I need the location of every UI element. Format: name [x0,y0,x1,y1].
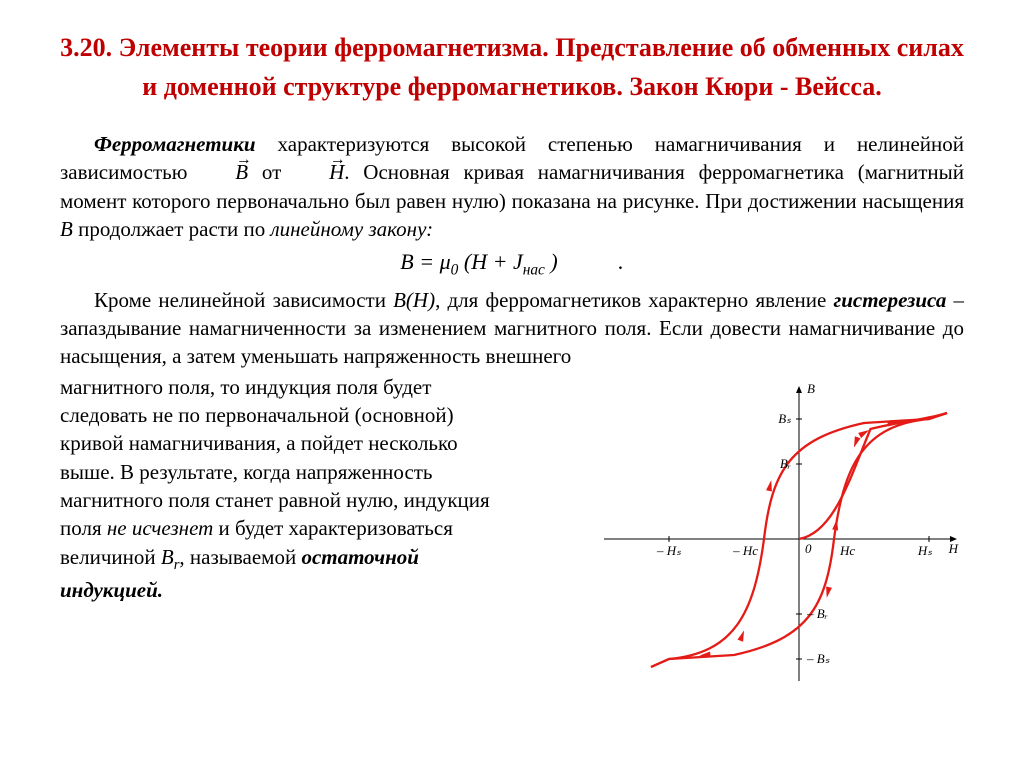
text: продолжает расти по [73,217,271,241]
paragraph-1: Ферромагнетики характеризуются высокой с… [60,130,964,243]
svg-text:B: B [807,381,815,396]
vector-B: B [201,158,248,186]
text: величиной [60,545,161,569]
svg-text:Hₛ: Hₛ [917,543,932,558]
var-Br: В [161,545,174,569]
svg-text:– Bᵣ: – Bᵣ [806,606,828,621]
not-disappear: не исчезнет [107,516,213,540]
section-title: 3.20. Элементы теории ферромагнетизма. П… [60,28,964,106]
var-BH: В(Н) [393,288,435,312]
svg-text:– Hc: – Hc [732,543,758,558]
formula: B = μ0 (H + Jнас ) . [60,247,964,281]
svg-text:Hc: Hc [839,543,855,558]
vector-H: H [295,158,344,186]
svg-text:– Hₛ: – Hₛ [656,543,681,558]
term-hysteresis: гистерезиса [834,288,947,312]
paragraph-2: Кроме нелинейной зависимости В(Н), для ф… [60,286,964,371]
hysteresis-graph: B H 0 Bₛ Bᵣ – Bₛ – Bᵣ Hₛ Hc – Hₛ – Hc [594,379,964,689]
text: поля [60,516,107,540]
svg-text:Bᵣ: Bᵣ [780,456,791,471]
svg-text:0: 0 [805,541,812,556]
linear-law: линейному закону: [270,217,433,241]
text: , называемой [179,545,301,569]
text: , для ферромагнетиков характерно явление [435,288,833,312]
body-text: Ферромагнетики характеризуются высокой с… [60,130,964,604]
term-residual: остаточной [301,545,419,569]
text: и будет характеризоваться [213,516,453,540]
var-B: В [60,217,73,241]
svg-text:Bₛ: Bₛ [778,411,791,426]
svg-text:– Bₛ: – Bₛ [806,651,830,666]
text: от [248,160,295,184]
svg-text:H: H [948,541,959,556]
text: Кроме нелинейной зависимости [94,288,393,312]
